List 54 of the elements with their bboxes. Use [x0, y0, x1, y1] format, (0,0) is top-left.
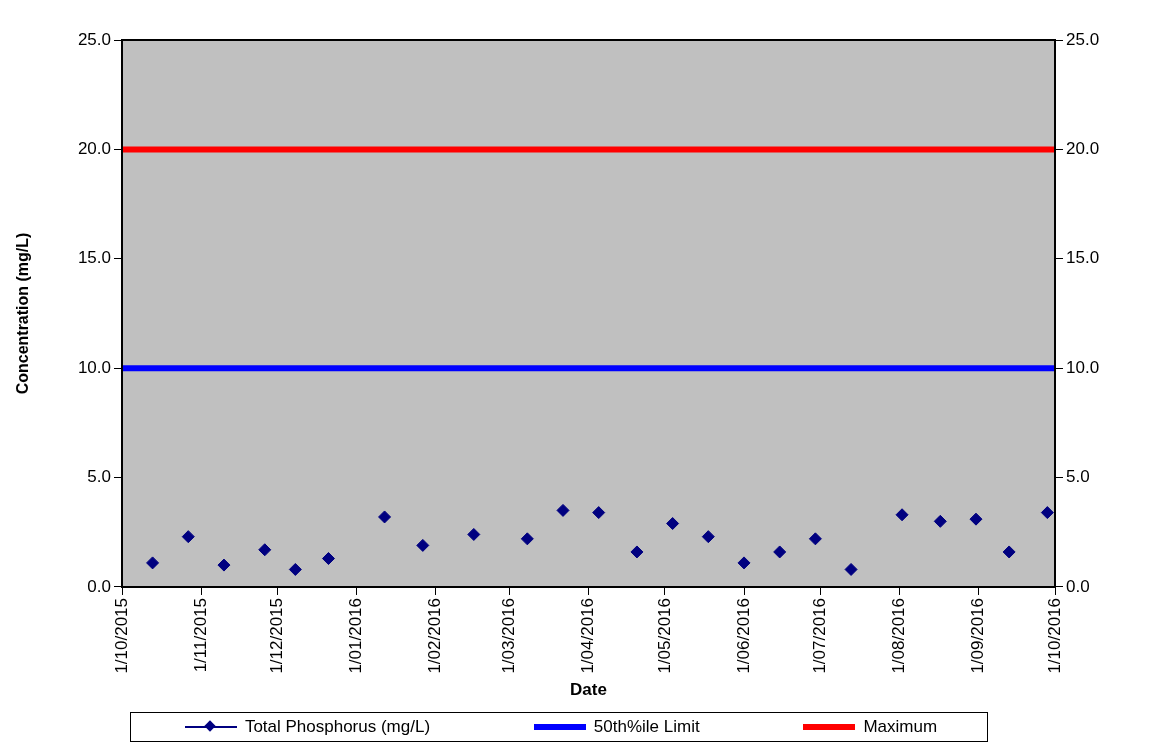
point: [416, 538, 430, 552]
x-tick-label: 1/02/2016: [425, 597, 445, 674]
point: [969, 512, 983, 526]
point: [773, 545, 787, 559]
x-tick-label: 1/06/2016: [733, 597, 753, 674]
point: [1002, 545, 1016, 559]
x-tick-label: 1/04/2016: [578, 597, 598, 674]
y2-tick-label: 25.0: [1066, 29, 1100, 49]
x-tick-label: 1/01/2016: [346, 597, 366, 674]
y2-tick-label: 15.0: [1066, 248, 1100, 268]
legend-label: Maximum: [863, 717, 938, 737]
point: [701, 530, 715, 544]
y-tick-label: 0.0: [87, 576, 111, 596]
x-tick-label: 1/12/2015: [267, 597, 287, 674]
point: [1040, 506, 1054, 520]
legend-label: Total Phosphorus (mg/L): [244, 717, 431, 737]
point: [181, 530, 195, 544]
y2-tick-label: 0.0: [1066, 576, 1090, 596]
x-tick-label: 1/09/2016: [968, 597, 988, 674]
point: [933, 514, 947, 528]
x-axis-title: Date: [570, 680, 607, 700]
y-tick-label: 5.0: [87, 467, 111, 487]
point: [321, 552, 335, 566]
point: [592, 506, 606, 520]
point: [378, 510, 392, 524]
point: [737, 556, 751, 570]
x-tick-label: 1/08/2016: [889, 597, 909, 674]
point: [556, 503, 570, 517]
y-axis-title: Concentration (mg/L): [14, 232, 32, 395]
point: [288, 562, 302, 576]
y2-tick-label: 20.0: [1066, 139, 1100, 159]
x-tick-label: 1/07/2016: [810, 597, 830, 674]
point: [630, 545, 644, 559]
point: [467, 527, 481, 541]
x-tick-label: 1/10/2015: [111, 597, 131, 674]
y-tick-label: 20.0: [77, 139, 111, 159]
point: [258, 543, 272, 557]
y-tick-label: 25.0: [77, 29, 111, 49]
y2-tick-label: 5.0: [1066, 467, 1090, 487]
x-tick-label: 1/03/2016: [499, 597, 519, 674]
x-tick-label: 1/05/2016: [654, 597, 674, 674]
point: [520, 532, 534, 546]
point: [844, 562, 858, 576]
x-tick-label: 1/11/2015: [190, 597, 210, 673]
point: [895, 508, 909, 522]
y-tick-label: 15.0: [77, 248, 111, 268]
x-tick-label: 1/10/2016: [1044, 597, 1064, 674]
y2-tick-label: 10.0: [1066, 357, 1100, 377]
point: [146, 556, 160, 570]
point: [217, 558, 231, 572]
point: [666, 517, 680, 531]
y-tick-label: 10.0: [77, 357, 111, 377]
point: [808, 532, 822, 546]
legend-label: 50th%ile Limit: [593, 717, 700, 737]
